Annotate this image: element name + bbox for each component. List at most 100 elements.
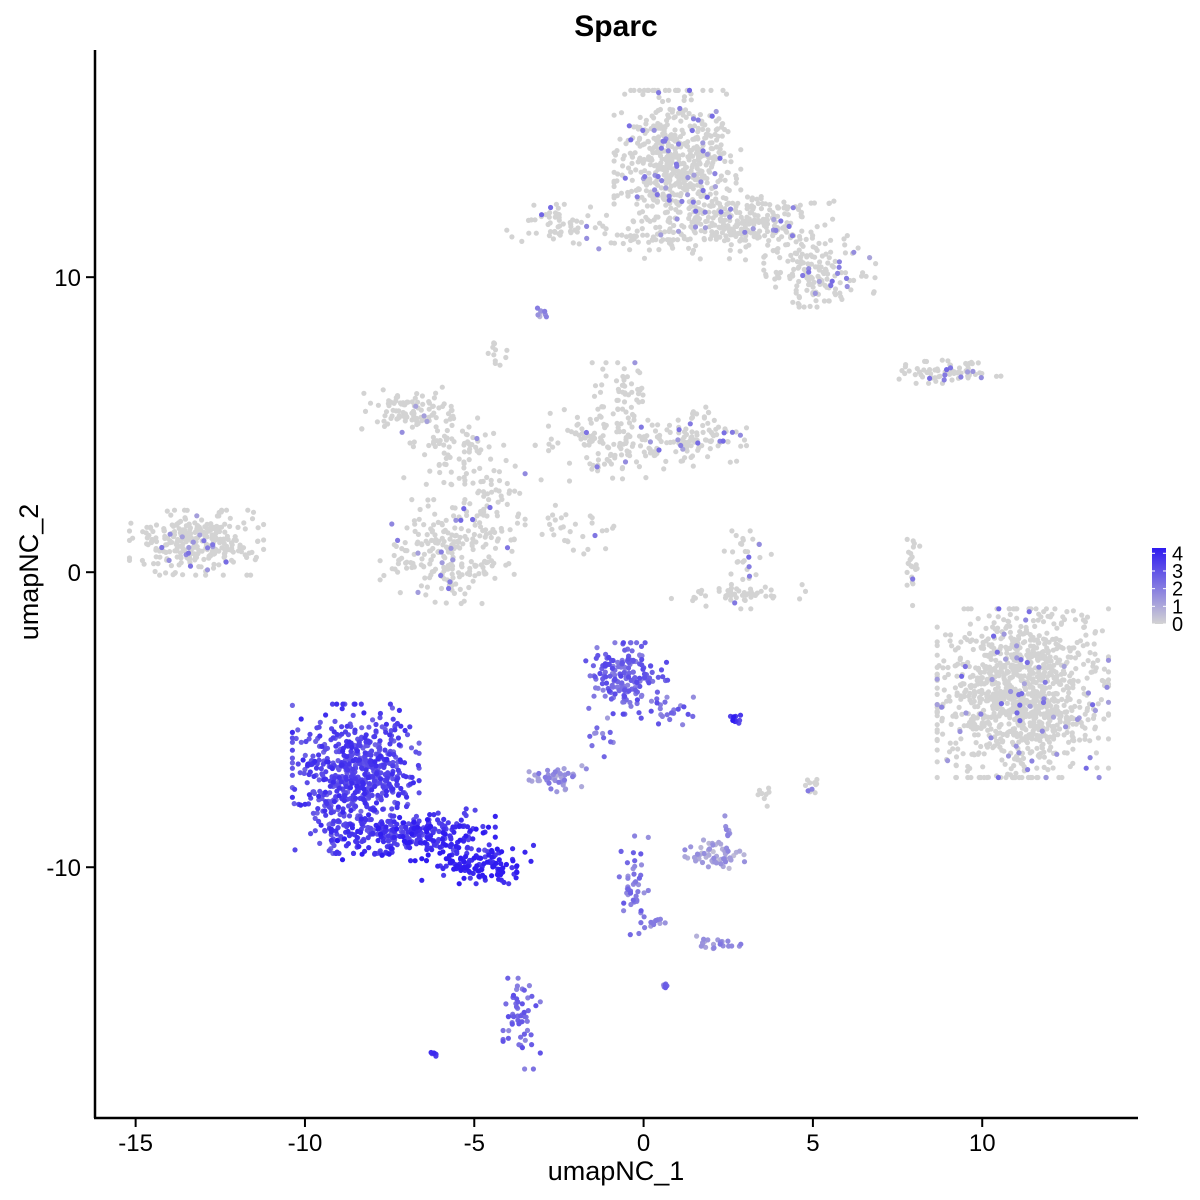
- cell-point: [940, 731, 946, 737]
- cell-point: [619, 660, 626, 666]
- cell-point: [1045, 708, 1051, 715]
- cell-point: [944, 367, 950, 373]
- cell-point: [369, 792, 375, 799]
- cell-point: [654, 192, 660, 198]
- cell-point: [1083, 765, 1089, 771]
- cell-point: [621, 670, 627, 676]
- cell-point: [675, 228, 682, 234]
- cell-point: [1081, 624, 1087, 630]
- cell-point: [942, 632, 949, 638]
- cell-point: [664, 209, 671, 215]
- cell-point: [780, 225, 786, 231]
- cell-point: [216, 562, 222, 568]
- cell-point: [741, 597, 748, 603]
- cell-point: [873, 261, 879, 267]
- cell-point: [321, 777, 327, 783]
- cell-point: [639, 398, 646, 405]
- cell-point: [409, 410, 415, 416]
- cell-point: [430, 553, 436, 559]
- cell-point: [703, 944, 709, 950]
- cell-point: [790, 205, 796, 211]
- cell-point: [947, 365, 954, 371]
- cell-point: [990, 745, 996, 751]
- cell-point: [429, 847, 435, 853]
- cell-point: [683, 426, 689, 432]
- cell-point: [346, 813, 353, 819]
- cell-point: [764, 803, 770, 809]
- cell-point: [940, 665, 946, 671]
- cell-point: [1002, 709, 1008, 715]
- cell-point: [339, 762, 345, 768]
- cell-point: [722, 426, 728, 432]
- cell-point: [957, 657, 963, 663]
- cell-point: [361, 838, 367, 844]
- cell-point: [1070, 685, 1076, 691]
- cell-point: [794, 259, 801, 265]
- cell-point: [323, 799, 329, 805]
- cell-point: [622, 91, 628, 97]
- cell-point: [157, 554, 163, 560]
- cell-point: [496, 488, 502, 494]
- cell-point: [578, 436, 584, 442]
- cell-point: [748, 204, 754, 210]
- cell-point: [941, 377, 947, 383]
- cell-point: [455, 538, 461, 544]
- cell-point: [1095, 701, 1101, 707]
- cell-point: [408, 560, 414, 566]
- cell-point: [477, 533, 483, 539]
- cell-point: [700, 126, 706, 132]
- cell-point: [689, 415, 695, 421]
- cell-point: [618, 421, 624, 427]
- cell-point: [1061, 663, 1067, 670]
- cell-point: [663, 180, 669, 187]
- cell-point: [955, 746, 961, 752]
- cell-point: [678, 442, 684, 449]
- cell-point: [1037, 683, 1043, 689]
- cell-point: [593, 655, 599, 661]
- cell-point: [511, 571, 517, 577]
- cell-point: [587, 733, 593, 739]
- cell-point: [307, 769, 313, 775]
- cell-point: [636, 136, 643, 142]
- cell-point: [553, 201, 560, 207]
- cell-point: [934, 729, 940, 735]
- cell-point: [536, 770, 542, 777]
- cell-point: [1091, 712, 1097, 719]
- cell-point: [597, 670, 603, 677]
- cell-point: [522, 1066, 528, 1072]
- cell-point: [1032, 724, 1038, 730]
- cell-point: [698, 943, 704, 949]
- cell-point: [1034, 765, 1040, 771]
- cell-point: [334, 701, 340, 707]
- cell-point: [666, 193, 672, 199]
- cell-point: [715, 443, 721, 449]
- cell-point: [711, 945, 717, 951]
- cell-point: [690, 463, 696, 469]
- cell-point: [1061, 670, 1067, 677]
- cell-point: [995, 614, 1001, 620]
- cell-point: [625, 226, 631, 232]
- cell-point: [528, 1032, 534, 1038]
- cell-point: [606, 661, 612, 668]
- cell-point: [482, 571, 488, 577]
- cell-point: [587, 204, 594, 210]
- cell-point: [1076, 651, 1082, 658]
- cell-point: [491, 340, 497, 346]
- cell-point: [1043, 703, 1049, 709]
- cell-point: [968, 683, 974, 689]
- cell-point: [375, 755, 381, 762]
- cell-point: [403, 824, 409, 830]
- cell-point: [655, 120, 661, 127]
- cell-point: [958, 374, 964, 380]
- cell-point: [1067, 696, 1073, 703]
- cell-point: [632, 863, 638, 869]
- cell-point: [395, 800, 401, 807]
- cell-point: [734, 218, 741, 224]
- cell-point: [387, 732, 393, 738]
- cell-point: [187, 527, 193, 533]
- cell-point: [728, 242, 734, 248]
- cell-point: [679, 198, 685, 204]
- cell-point: [616, 688, 622, 694]
- cell-point: [785, 241, 791, 248]
- cell-point: [825, 260, 831, 266]
